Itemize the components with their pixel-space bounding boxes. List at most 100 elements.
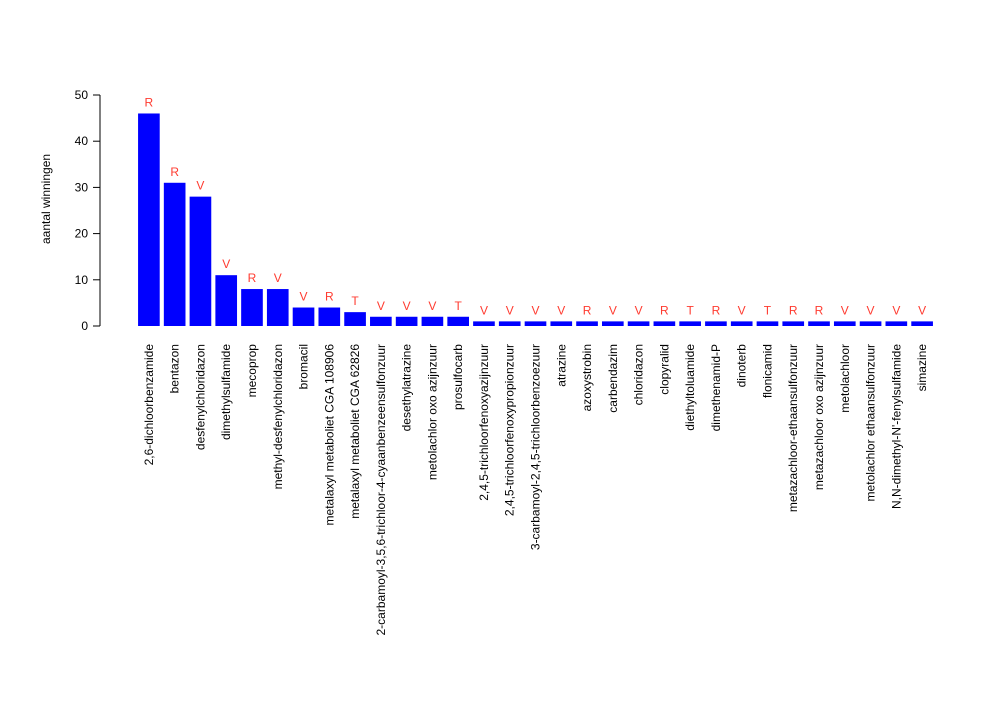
bar-label: R: [325, 290, 334, 304]
x-category-label: 2-carbamoyl-3,5,6-trichloor-4-cyaanbenze…: [374, 344, 388, 635]
bar: [266, 289, 289, 326]
bar: [730, 321, 753, 326]
bar-label: V: [300, 290, 308, 304]
x-category-label: methyl-desfenylchloridazon: [271, 344, 285, 489]
bar: [292, 307, 315, 326]
bar: [498, 321, 521, 326]
bar-label: V: [841, 303, 849, 317]
x-category-label: azoxystrobin: [580, 344, 594, 411]
x-category-label: mecoprop: [245, 344, 259, 398]
bar: [833, 321, 856, 326]
x-category-label: 3-carbamoyl-2,4,5-trichloorbenzoezuur: [529, 344, 543, 550]
x-category-label: metazachloor oxo azijnzuur: [812, 344, 826, 490]
x-category-label: atrazine: [554, 344, 568, 387]
bar-label: V: [428, 299, 436, 313]
bar: [344, 312, 366, 326]
bar-label: T: [455, 299, 463, 313]
x-category-label: metalaxyl metaboliet CGA 108906: [322, 344, 336, 526]
y-axis: 0 10 20 30 40 50: [75, 88, 101, 333]
y-axis-title: aantal winningen: [39, 154, 53, 244]
x-category-label: metalaxyl metaboliet CGA 62826: [348, 344, 362, 519]
bar-label: V: [738, 303, 746, 317]
bar-label: R: [815, 303, 824, 317]
x-category-label: diethyltoluamide: [683, 344, 697, 431]
x-category-label: chloridazon: [632, 344, 646, 405]
bar: [370, 316, 392, 326]
bar-label: V: [892, 303, 900, 317]
bar-labels: R R V V R V V R T V V V T V V V V R V V R T R V T R R V V V V: [145, 95, 927, 317]
x-category-label: dimethenamid-P: [709, 344, 723, 431]
bar-label: V: [609, 303, 617, 317]
x-category-label: metolachlor ethaansulfonzuur: [864, 344, 878, 501]
bar: [189, 196, 212, 326]
bar: [395, 316, 418, 326]
bar: [473, 321, 495, 326]
x-category-label: 2,4,5-trichloorfenoxyazijnzuur: [477, 344, 491, 501]
bar-label: V: [222, 257, 230, 271]
bar-label: R: [660, 303, 669, 317]
bar: [576, 321, 598, 326]
bar: [808, 321, 830, 326]
bar: [859, 321, 882, 326]
x-axis-labels: 2,6-dichloorbenzamide bentazon desfenylchl…: [142, 344, 929, 636]
y-tick-label: 50: [75, 88, 89, 102]
bar: [524, 321, 547, 326]
bar: [756, 321, 779, 326]
bar: [679, 321, 701, 326]
y-tick-label: 0: [81, 319, 88, 333]
bar-label: V: [918, 303, 926, 317]
bar: [601, 321, 624, 326]
bar-label: T: [764, 303, 772, 317]
bar: [447, 316, 470, 326]
bar-label: V: [506, 303, 514, 317]
x-category-label: metolachlor oxo azijnzuur: [425, 344, 439, 480]
bar: [550, 321, 573, 326]
bars: [138, 113, 933, 326]
x-category-label: carbendazim: [606, 344, 620, 413]
y-tick-label: 10: [75, 273, 89, 287]
bar: [911, 321, 933, 326]
bar-label: R: [145, 95, 154, 109]
bar-label: V: [196, 179, 204, 193]
bar-label: T: [351, 294, 359, 308]
bar: [163, 182, 186, 326]
bar-label: T: [686, 303, 694, 317]
y-tick-label: 40: [75, 134, 89, 148]
x-category-label: dinoterb: [735, 344, 749, 388]
bar-label: V: [635, 303, 643, 317]
bar-label: V: [480, 303, 488, 317]
x-category-label: 2,4,5-trichloorfenoxypropionzuur: [503, 344, 517, 516]
bar: [241, 289, 263, 326]
bar: [318, 307, 341, 326]
bar: [782, 321, 805, 326]
x-category-label: N,N-dimethyl-N'-fenylsulfamide: [889, 344, 903, 509]
x-category-label: 2,6-dichloorbenzamide: [142, 344, 156, 466]
x-category-label: flonicamid: [760, 344, 774, 398]
x-category-label: desethylatrazine: [400, 344, 414, 432]
bar-label: R: [170, 165, 179, 179]
y-tick-label: 20: [75, 227, 89, 241]
x-category-label: bromacil: [297, 344, 311, 389]
bar-label: V: [377, 299, 385, 313]
bar-label: R: [583, 303, 592, 317]
x-category-label: desfenylchloridazon: [193, 344, 207, 450]
bar: [421, 316, 444, 326]
bar-label: R: [248, 271, 257, 285]
bar-label: V: [867, 303, 875, 317]
x-category-label: clopyralid: [657, 344, 671, 395]
bar-label: V: [274, 271, 282, 285]
x-category-label: dimethylsulfamide: [219, 344, 233, 440]
x-category-label: simazine: [915, 344, 929, 392]
bar-label: V: [557, 303, 565, 317]
bar: [885, 321, 908, 326]
bar: [215, 275, 238, 326]
bar-label: R: [789, 303, 798, 317]
x-category-label: prosulfocarb: [451, 344, 465, 410]
bar-label: V: [403, 299, 411, 313]
bar-label: V: [531, 303, 539, 317]
bar: [653, 321, 676, 326]
x-category-label: metazachloor-ethaansulfonzuur: [786, 344, 800, 512]
y-tick-label: 30: [75, 180, 89, 194]
bar: [138, 113, 160, 326]
